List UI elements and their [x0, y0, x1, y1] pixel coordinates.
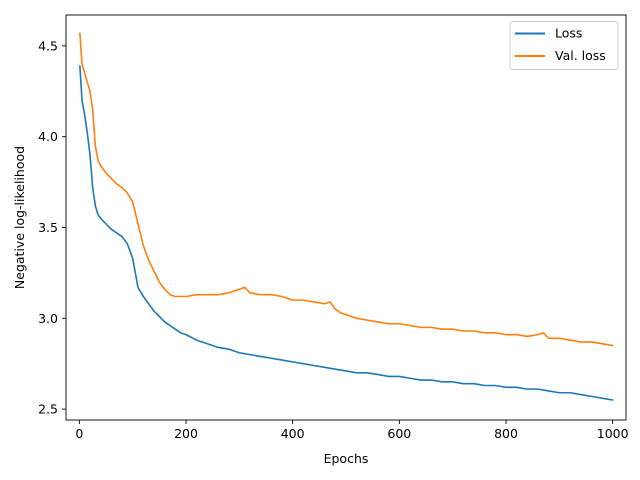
plot-background — [66, 15, 626, 420]
legend-label-val-loss: Val. loss — [555, 48, 606, 63]
y-tick-label: 4.5 — [38, 38, 58, 53]
x-axis-ticks: 0 200 400 600 800 1000 — [75, 420, 629, 441]
y-tick-label: 2.5 — [38, 402, 58, 417]
legend: Loss Val. loss — [509, 21, 619, 70]
legend-label-loss: Loss — [555, 26, 582, 41]
x-tick-label: 1000 — [597, 426, 629, 441]
x-axis-label: Epochs — [324, 451, 369, 466]
x-tick-label: 200 — [174, 426, 198, 441]
x-tick-label: 400 — [281, 426, 305, 441]
y-tick-label: 3.0 — [38, 311, 58, 326]
y-tick-label: 3.5 — [38, 220, 58, 235]
series-line-loss — [79, 65, 614, 401]
series-line-val-loss — [79, 32, 614, 347]
plot-area — [65, 14, 627, 421]
y-axis-ticks: 2.5 3.0 3.5 4.0 4.5 — [38, 38, 66, 417]
x-tick-label: 0 — [75, 426, 83, 441]
y-axis-label: Negative log-likelihood — [12, 146, 27, 289]
x-tick-label: 600 — [387, 426, 411, 441]
x-tick-label: 800 — [494, 426, 518, 441]
y-tick-label: 4.0 — [38, 129, 58, 144]
plot-frame — [65, 14, 627, 421]
series-layer — [79, 32, 614, 401]
